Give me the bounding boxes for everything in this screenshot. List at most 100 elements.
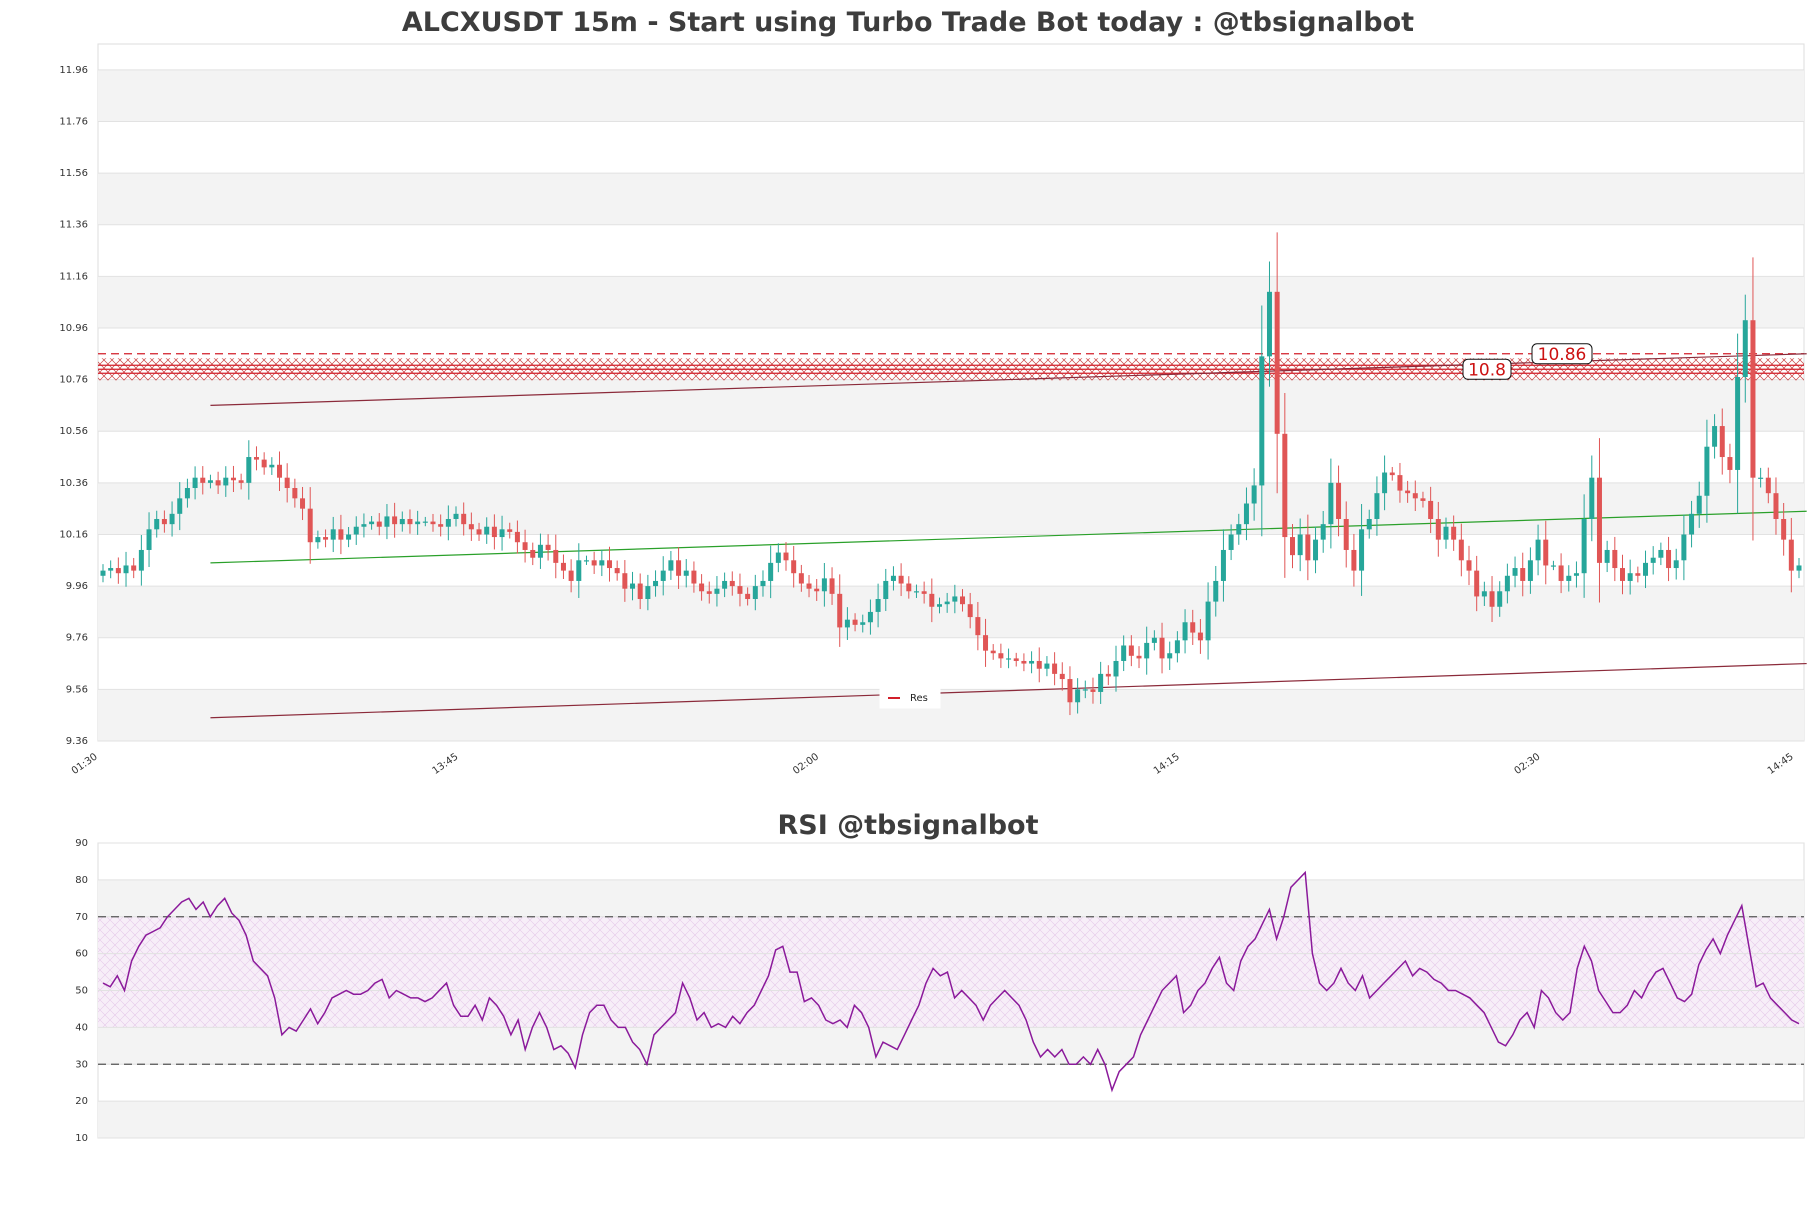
candle-body (1543, 539, 1549, 566)
candle-body (1435, 518, 1441, 540)
candle-body (1044, 663, 1050, 669)
candle-body (553, 549, 559, 563)
candle-body (921, 591, 927, 594)
candle-body (1658, 549, 1664, 558)
candle-body (1098, 673, 1104, 692)
price-y-tick-label: 10.36 (59, 478, 88, 489)
price-y-tick-label: 10.56 (59, 426, 88, 437)
candle-body (1712, 426, 1718, 447)
resistance-label-box (1462, 358, 1512, 380)
candle-body (967, 604, 973, 618)
candle-body (1650, 557, 1656, 563)
price-y-tick-label: 11.36 (59, 220, 88, 231)
price-y-tick-label: 9.76 (66, 633, 88, 644)
price-y-tick-label: 10.16 (59, 529, 88, 540)
candle-body (215, 480, 221, 486)
legend: Res (879, 687, 941, 709)
candle-body (1627, 573, 1633, 581)
candle-body (944, 601, 950, 605)
candle-body (1343, 518, 1349, 550)
candle-body (890, 575, 896, 581)
price-band (98, 69, 1804, 122)
rsi-y-tick-label: 80 (75, 875, 88, 886)
candle-body (691, 570, 697, 584)
candle-body (376, 521, 382, 527)
candle-body (1351, 549, 1357, 571)
candle-body (238, 480, 244, 483)
candle-body (353, 526, 359, 535)
candle-body (1696, 495, 1702, 514)
candle-body (1497, 591, 1503, 607)
candle-body (637, 583, 643, 600)
candle-body (1021, 660, 1027, 664)
candle-body (1420, 498, 1426, 501)
candle-body (1251, 485, 1257, 504)
candle-body (384, 516, 390, 527)
candle-body (1527, 560, 1533, 581)
candle-body (1451, 526, 1457, 540)
candle-body (1750, 320, 1756, 478)
candle-body (791, 560, 797, 574)
trendline (210, 510, 1807, 564)
candle-body (1075, 689, 1081, 703)
candle-body (323, 537, 329, 540)
rsi-y-tick-label: 90 (75, 838, 88, 849)
candle-body (1236, 524, 1242, 535)
candle-body (1428, 500, 1434, 519)
candle-body (430, 521, 436, 525)
candle-body (1612, 549, 1618, 569)
candle-body (653, 580, 659, 587)
candle-body (929, 593, 935, 607)
candle-body (1128, 645, 1134, 656)
candle-body (1773, 493, 1779, 519)
candle-body (998, 653, 1004, 659)
candle-body (806, 583, 812, 589)
candle-body (269, 464, 275, 468)
rsi-zone-hatch (98, 916, 1804, 1028)
rsi-band (98, 879, 1804, 917)
candle-body (975, 617, 981, 636)
candle-body (1274, 291, 1280, 434)
price-panel: 9.36 9.56 9.76 9.96 10.16 10.36 10.56 10.76 10.9… (59, 43, 1807, 777)
candle-body (1082, 689, 1088, 691)
candle-body (737, 586, 743, 594)
candle-body (1520, 568, 1526, 581)
candle-body (1788, 539, 1794, 571)
candle-body (1320, 524, 1326, 540)
candle-body (284, 477, 290, 489)
candle-body (1604, 549, 1610, 563)
candle-body (645, 586, 651, 600)
price-y-tick-label: 11.96 (59, 65, 88, 76)
candle-body (200, 477, 206, 483)
candle-body (1481, 591, 1487, 597)
candle-body (1159, 637, 1165, 659)
candle-body (860, 622, 866, 625)
candle-body (177, 498, 183, 514)
candle-body (1643, 562, 1649, 576)
x-tick-label: 01:30 (70, 751, 100, 777)
candle-body (1566, 575, 1572, 581)
rsi-y-tick-label: 10 (75, 1133, 88, 1144)
candle-body (1182, 622, 1188, 641)
candle-body (230, 477, 236, 481)
candle-body (1151, 637, 1157, 643)
candle-body (699, 583, 705, 592)
candle-body (568, 570, 574, 581)
candle-body (246, 457, 252, 483)
candle-body (1512, 568, 1518, 576)
candle-body (1673, 560, 1679, 569)
rsi-y-tick-label: 50 (75, 986, 88, 997)
candle-body (315, 537, 321, 543)
candle-body (960, 596, 966, 605)
price-y-tick-label: 9.56 (66, 684, 88, 695)
price-band (98, 482, 1804, 535)
price-band (98, 379, 1804, 432)
candle-body (913, 591, 919, 593)
candle-body (292, 488, 298, 499)
candle-body (300, 498, 306, 509)
resistance-label: 10.8 (1468, 360, 1506, 380)
candle-body (1474, 570, 1480, 597)
candle-body (745, 593, 751, 600)
candle-body (1336, 482, 1342, 519)
candle-body (1167, 653, 1173, 659)
